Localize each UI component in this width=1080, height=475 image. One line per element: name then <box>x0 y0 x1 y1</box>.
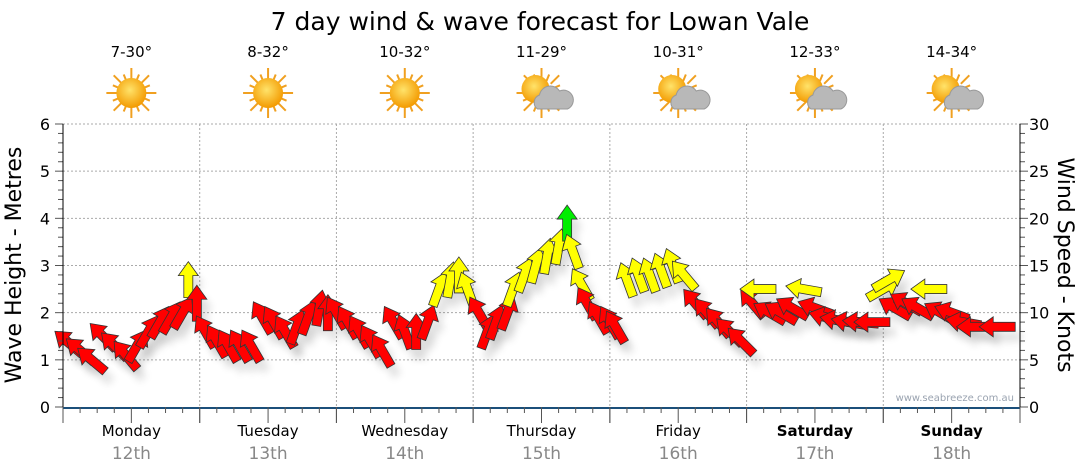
y2-tick-label: 0 <box>1029 398 1039 417</box>
day-name: Wednesday <box>361 422 448 440</box>
sun-ray <box>818 74 824 82</box>
y2-axis-label: Wind Speed - Knots <box>1052 157 1077 372</box>
sun-ray <box>549 74 560 85</box>
grid <box>63 123 1020 407</box>
wind-arrow <box>77 347 109 376</box>
wind-arrow <box>978 316 1016 338</box>
y2-tick-label: 25 <box>1029 162 1049 181</box>
day-name: Monday <box>102 422 161 440</box>
y2-tick-label: 15 <box>1029 257 1049 276</box>
chart-title: 7 day wind & wave forecast for Lowan Val… <box>271 7 810 36</box>
day-name: Thursday <box>506 422 577 440</box>
sun-disc <box>389 78 420 108</box>
wind-arrow <box>239 329 265 365</box>
sun-ray <box>112 101 123 112</box>
day-temperature: 12-33° <box>789 43 840 61</box>
sun-ray <box>112 74 123 85</box>
sun-ray <box>545 74 551 82</box>
y-tick-label: 4 <box>40 209 50 228</box>
wind-arrow <box>604 310 629 346</box>
sun-ray <box>955 74 961 82</box>
axes: 0 1 2 3 4 5 6 0 5 10 15 20 25 30 Monday 12th Tuesday 13th… <box>40 115 1050 464</box>
y-tick-label: 1 <box>40 351 50 370</box>
sun-icon <box>106 68 157 118</box>
y-axis-label: Wave Height - Metres <box>2 147 27 384</box>
wind-arrow <box>416 304 439 342</box>
day-temperature: 7-30° <box>111 43 153 61</box>
cloud-shape <box>807 85 848 110</box>
day-date: 17th <box>795 444 834 464</box>
wind-arrow <box>853 311 891 333</box>
day-name: Saturday <box>777 422 854 440</box>
day-temperature: 10-31° <box>653 43 704 61</box>
sun-ray <box>823 74 834 85</box>
wind-arrows <box>54 204 1016 376</box>
cloud-shape <box>670 85 711 110</box>
sun-icon <box>243 68 294 118</box>
wind-arrow-shadow <box>985 326 1022 347</box>
day-date: 13th <box>249 444 288 464</box>
partly-cloudy-icon <box>789 68 848 118</box>
day-date: 18th <box>932 444 971 464</box>
wind-arrow <box>727 327 758 358</box>
day-temperature: 11-29° <box>516 43 567 61</box>
y-tick-label: 6 <box>40 115 50 134</box>
sun-ray <box>682 74 687 82</box>
wind-arrow <box>785 277 823 300</box>
sun-disc <box>116 78 147 108</box>
partly-cloudy-icon <box>516 68 574 118</box>
y-tick-label: 2 <box>40 304 50 323</box>
wind-arrow-shadow <box>141 325 166 360</box>
day-date: 15th <box>522 444 561 464</box>
y-tick-label: 3 <box>40 257 50 276</box>
day-name: Sunday <box>920 422 983 440</box>
day-date: 16th <box>659 444 698 464</box>
sun-ray <box>686 74 697 85</box>
wind-arrow <box>561 233 584 271</box>
wind-arrow <box>370 334 396 369</box>
wind-arrow <box>671 260 700 293</box>
wind-arrow <box>448 256 470 294</box>
wind-arrow-shadow <box>962 326 999 347</box>
day-temperature: 8-32° <box>247 43 289 61</box>
sun-ray <box>796 101 807 112</box>
y2-tick-label: 10 <box>1029 304 1049 323</box>
partly-cloudy-icon <box>653 68 711 118</box>
wind-arrow-shadow <box>885 307 919 331</box>
cloud-shape <box>943 85 984 110</box>
day-temperature: 14-34° <box>926 43 977 61</box>
watermark: www.seabreeze.com.au <box>896 393 1014 404</box>
wind-arrow <box>910 278 948 300</box>
cloud-shape <box>533 85 574 110</box>
y2-tick-label: 5 <box>1029 351 1039 370</box>
sun-ray <box>659 101 670 112</box>
wind-arrow <box>739 278 777 300</box>
sun-icon <box>379 68 430 118</box>
sun-disc <box>253 78 284 108</box>
sun-ray <box>960 74 971 85</box>
y2-tick-label: 30 <box>1029 115 1049 134</box>
wind-arrow <box>775 296 811 322</box>
partly-cloudy-icon <box>926 68 984 118</box>
wind-arrow <box>870 268 906 294</box>
day-date: 14th <box>385 444 424 464</box>
sun-ray <box>523 101 534 112</box>
y2-tick-label: 20 <box>1029 209 1049 228</box>
y-tick-label: 5 <box>40 162 50 181</box>
day-date: 12th <box>112 444 151 464</box>
sun-ray <box>933 101 944 112</box>
y-tick-label: 0 <box>40 398 50 417</box>
day-name: Tuesday <box>237 422 299 440</box>
day-temperature: 10-32° <box>379 43 430 61</box>
day-name: Friday <box>655 422 701 440</box>
